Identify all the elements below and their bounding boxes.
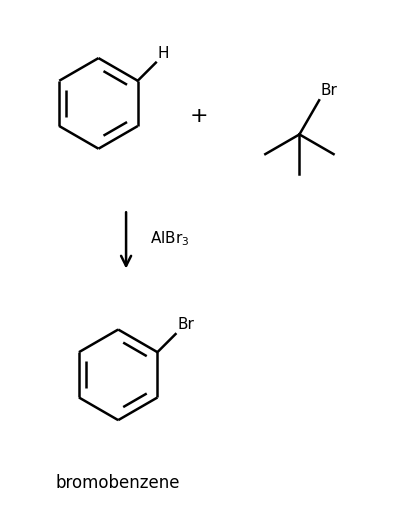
Text: bromobenzene: bromobenzene xyxy=(56,475,180,492)
Text: AlBr$_3$: AlBr$_3$ xyxy=(150,230,189,248)
Text: +: + xyxy=(190,107,208,126)
Text: Br: Br xyxy=(321,83,338,98)
Text: H: H xyxy=(158,45,169,60)
Text: Br: Br xyxy=(177,317,194,332)
